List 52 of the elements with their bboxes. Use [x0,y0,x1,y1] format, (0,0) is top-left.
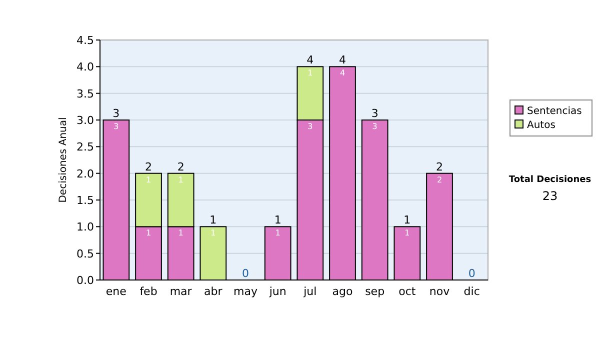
y-tick-label: 2.5 [76,140,94,154]
data-label: 1 [178,228,184,238]
data-label: 2 [436,175,442,184]
total-label: 3 [112,107,120,120]
y-tick-label: 4.5 [76,34,94,47]
total-label: 0 [242,267,249,280]
x-tick-label: feb [140,285,158,298]
y-tick-label: 3.5 [76,87,94,100]
data-label: 3 [114,122,119,131]
x-tick-label: abr [204,285,223,298]
y-tick-label: 1.0 [76,220,94,234]
data-label: 1 [178,175,184,184]
x-tick-label: ago [332,285,353,298]
total-label: 0 [468,267,476,280]
total-label: 1 [210,214,217,227]
x-tick-label: ene [106,285,127,298]
x-tick-label: nov [429,285,450,298]
y-axis-title: Decisiones Anual [58,117,69,203]
x-tick-label: may [234,285,258,298]
legend-label: Autos [527,120,556,131]
x-tick-label: sep [365,285,385,298]
data-label: 1 [404,228,410,238]
data-label: 1 [146,228,152,238]
legend-label: Sentencias [527,106,582,117]
y-tick-label: 3.0 [76,114,94,127]
total-label: 1 [274,214,282,227]
data-label: 1 [146,175,152,184]
text: 23 [542,189,558,203]
total-label: 2 [436,160,443,174]
total-label: 4 [306,54,314,67]
data-label: 1 [308,68,313,78]
data-label: 1 [210,228,216,238]
text: Total Decisiones [508,175,592,185]
data-label: 3 [372,122,378,131]
x-tick-label: oct [398,285,416,298]
x-tick-label: jul [302,285,317,298]
y-tick-label: 4.0 [76,60,94,74]
x-tick-label: jun [268,285,286,298]
y-tick-label: 2.0 [76,167,94,180]
data-label: 4 [340,68,346,78]
x-tick-label: dic [464,285,480,298]
total-label: 4 [339,54,346,67]
total-label: 2 [145,160,152,174]
y-tick-label: 1.5 [76,194,94,207]
total-label: 3 [371,107,378,120]
total-label: 2 [177,160,184,174]
data-label: 3 [308,122,313,131]
data-label: 1 [275,228,280,238]
y-tick-label: 0.5 [76,247,94,260]
y-tick-label: 0.0 [76,274,94,287]
total-label: 1 [404,214,411,227]
x-tick-label: mar [170,285,192,298]
